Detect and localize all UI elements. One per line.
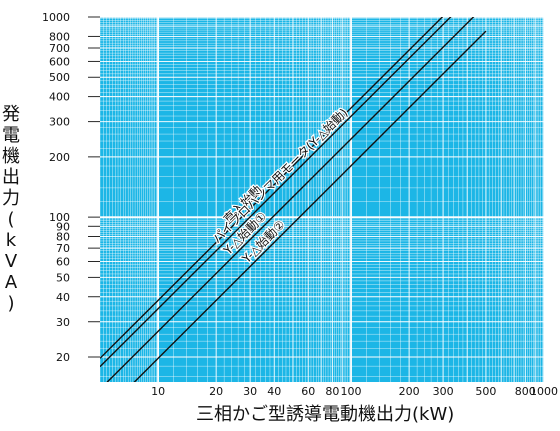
x-tick-label: 100 bbox=[341, 385, 362, 398]
y-axis-label-char: 発 bbox=[2, 104, 20, 125]
y-tick-label: 60 bbox=[56, 256, 70, 269]
y-axis-label-char: k bbox=[5, 230, 17, 251]
y-tick-label: 20 bbox=[56, 351, 70, 364]
y-tick-label: 500 bbox=[49, 71, 70, 84]
y-axis-label-char: 電 bbox=[2, 125, 20, 146]
y-axis-label-char: 力 bbox=[2, 188, 20, 209]
series-line-4 bbox=[133, 30, 487, 382]
x-tick-label: 40 bbox=[267, 385, 281, 398]
y-tick-label: 300 bbox=[49, 116, 70, 129]
x-tick-label: 30 bbox=[243, 385, 257, 398]
y-tick-label: 600 bbox=[49, 55, 70, 68]
x-tick-label: 200 bbox=[399, 385, 420, 398]
y-axis-label-char: A bbox=[4, 272, 18, 293]
series-line-2 bbox=[100, 17, 452, 368]
y-tick-label: 80 bbox=[56, 231, 70, 244]
grid-lines bbox=[99, 16, 545, 382]
series-lines bbox=[100, 17, 487, 382]
x-tick-label: 80 bbox=[325, 385, 339, 398]
x-axis-label: 三相かご型誘導電動機出力(kW) bbox=[196, 404, 455, 425]
plot-area bbox=[100, 17, 544, 382]
series-line-1 bbox=[100, 17, 444, 359]
x-tick-label: 500 bbox=[475, 385, 496, 398]
y-tick-label: 40 bbox=[56, 291, 70, 304]
plot-background bbox=[100, 17, 544, 382]
y-tick-label: 200 bbox=[49, 151, 70, 164]
y-tick-label: 70 bbox=[56, 242, 70, 255]
x-tick-label: 60 bbox=[301, 385, 315, 398]
y-axis-label-char: 機 bbox=[2, 146, 20, 167]
y-axis-label-char: ) bbox=[7, 293, 15, 314]
y-tick-label: 100 bbox=[49, 211, 70, 224]
x-tick-label: 1000 bbox=[530, 385, 558, 398]
y-axis-label-char: ( bbox=[7, 209, 15, 230]
y-tick-label: 1000 bbox=[42, 11, 70, 24]
y-tick-label: 50 bbox=[56, 271, 70, 284]
x-tick-label: 800 bbox=[515, 385, 536, 398]
y-tick-label: 800 bbox=[49, 30, 70, 43]
y-tick-label: 400 bbox=[49, 91, 70, 104]
y-tick-label: 30 bbox=[56, 316, 70, 329]
y-tick-label: 700 bbox=[49, 42, 70, 55]
x-tick-label: 10 bbox=[151, 385, 165, 398]
y-axis-label-char: 出 bbox=[2, 167, 20, 188]
y-tick-label: 90 bbox=[56, 220, 70, 233]
x-tick-label: 20 bbox=[209, 385, 223, 398]
series-line-3 bbox=[106, 17, 475, 382]
y-axis-label-char: V bbox=[4, 251, 18, 272]
y-axis-label: 発電機出力(k V A) bbox=[0, 104, 22, 314]
x-tick-label: 300 bbox=[433, 385, 454, 398]
